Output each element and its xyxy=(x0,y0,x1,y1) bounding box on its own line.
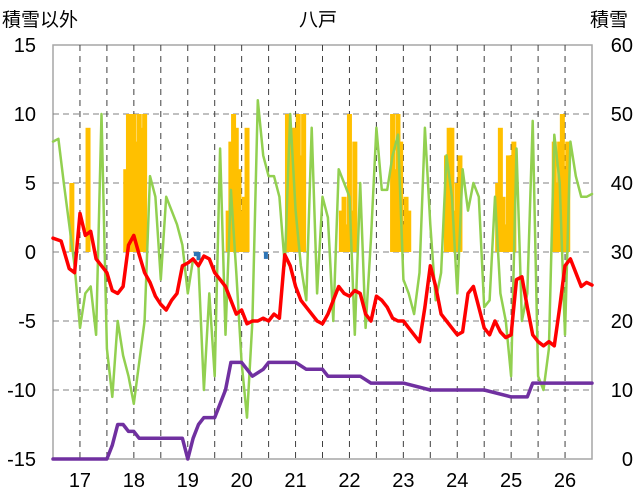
right-tick-label: 30 xyxy=(611,242,633,264)
negative-bar xyxy=(263,252,268,259)
precipitation-bar xyxy=(338,210,344,252)
x-tick-label: 20 xyxy=(231,470,253,492)
left-axis-label: 積雪以外 xyxy=(2,9,78,31)
precipitation-bar xyxy=(400,224,406,252)
precipitation-bar xyxy=(446,127,452,252)
precipitation-bar xyxy=(134,141,140,252)
precipitation-bar xyxy=(403,196,409,252)
precipitation-bar xyxy=(233,127,239,252)
negative-bar xyxy=(196,252,201,261)
x-tick-label: 17 xyxy=(69,470,91,492)
precipitation-bar xyxy=(298,155,304,252)
left-tick-label: -15 xyxy=(7,449,36,471)
left-tick-label: 0 xyxy=(25,242,36,264)
x-tick-label: 26 xyxy=(554,470,576,492)
right-tick-label: 10 xyxy=(611,380,633,402)
negative-bar xyxy=(193,252,198,257)
precipitation-bar xyxy=(562,169,568,252)
precipitation-bar xyxy=(301,114,307,252)
precipitation-bar xyxy=(500,196,506,252)
x-tick-label: 25 xyxy=(500,470,522,492)
precipitation-bar xyxy=(551,141,557,252)
left-tick-label: -10 xyxy=(7,380,36,402)
left-tick-labels: 15 10 5 0 -5 -10 -15 xyxy=(7,35,36,471)
chart-title: 八戸 xyxy=(299,9,337,31)
left-tick-label: 5 xyxy=(25,173,36,195)
precipitation-bar xyxy=(239,210,245,252)
precipitation-bar xyxy=(142,114,148,252)
series-line-humidity_like xyxy=(51,98,594,419)
x-tick-label: 23 xyxy=(392,470,414,492)
precipitation-bar xyxy=(454,183,460,252)
precipitation-bar xyxy=(554,183,560,252)
left-tick-label: 10 xyxy=(14,104,36,126)
precipitation-bar xyxy=(497,127,503,252)
precipitation-bar xyxy=(236,169,242,252)
precipitation-bar xyxy=(505,155,511,252)
precipitation-bar xyxy=(352,141,358,252)
precipitation-bar xyxy=(349,210,355,252)
x-tick-label: 21 xyxy=(284,470,306,492)
precipitation-bar xyxy=(136,114,142,252)
precipitation-bar xyxy=(559,114,565,252)
precipitation-bar xyxy=(511,141,517,252)
precipitation-bar xyxy=(123,169,129,252)
precipitation-bar xyxy=(244,127,250,252)
precipitation-bar xyxy=(241,196,247,252)
precipitation-bar xyxy=(508,155,514,252)
x-tick-label: 24 xyxy=(446,470,468,492)
right-tick-label: 40 xyxy=(611,173,633,195)
right-axis-label: 積雪 xyxy=(590,9,628,31)
series-line-snow_depth xyxy=(51,360,594,461)
precipitation-bar xyxy=(290,127,296,252)
x-tick-label: 19 xyxy=(177,470,199,492)
right-tick-label: 50 xyxy=(611,104,633,126)
left-tick-label: -5 xyxy=(18,311,36,333)
plot-area-group xyxy=(51,44,594,461)
precipitation-bar xyxy=(69,183,75,252)
right-tick-label: 60 xyxy=(611,35,633,57)
precipitation-bar xyxy=(125,114,131,252)
x-tick-label: 22 xyxy=(338,470,360,492)
precipitation-bar xyxy=(287,141,293,252)
series-line-temperature xyxy=(51,211,594,348)
right-tick-labels: 60 50 40 30 20 10 0 xyxy=(611,35,633,471)
right-tick-label: 20 xyxy=(611,311,633,333)
precipitation-bar xyxy=(295,114,301,252)
x-tick-label: 18 xyxy=(123,470,145,492)
precipitation-bar xyxy=(395,114,401,252)
series-lines xyxy=(51,98,594,461)
precipitation-bar xyxy=(392,169,398,252)
precipitation-bar xyxy=(495,183,501,252)
right-tick-label: 0 xyxy=(622,449,633,471)
x-tick-labels: 17 18 19 20 21 22 23 24 25 26 xyxy=(69,470,576,492)
precipitation-bar xyxy=(443,155,449,252)
precipitation-bar xyxy=(85,127,91,252)
precipitation-bar xyxy=(406,210,412,252)
left-tick-label: 15 xyxy=(14,35,36,57)
precipitation-bar xyxy=(346,114,352,252)
precipitation-bar xyxy=(231,114,237,252)
precipitation-bar xyxy=(139,127,145,252)
precipitation-bar xyxy=(131,114,137,252)
precipitation-bar xyxy=(341,196,347,252)
precipitation-bar xyxy=(503,224,509,252)
precipitation-bar xyxy=(390,114,396,252)
precipitation-bar xyxy=(128,114,134,252)
precipitation-bar xyxy=(344,224,350,252)
